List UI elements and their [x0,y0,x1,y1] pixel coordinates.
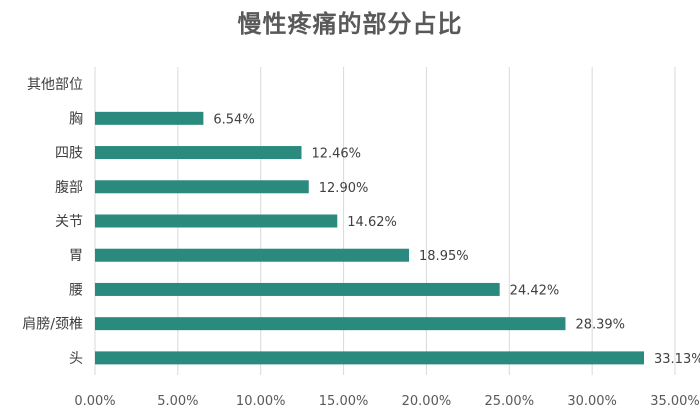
data-label: 12.90% [319,181,369,196]
bar [95,317,566,331]
category-label: 四肢 [55,146,83,162]
x-axis-tick-labels: 0.00% 5.00% 10.00% 15.00% 20.00% 25.00% 30.00%… [74,394,699,409]
category-label: 胸 [69,111,83,127]
bar [95,180,309,194]
bar [95,282,500,296]
category-label: 头 [69,351,83,367]
data-label: 12.46% [311,147,361,162]
x-tick-label: 20.00% [402,394,452,409]
x-tick-label: 15.00% [319,394,369,409]
bars [95,111,645,365]
x-tick-label: 0.00% [74,394,115,409]
x-tick-label: 10.00% [236,394,286,409]
bar [95,351,645,365]
category-label: 其他部位 [27,77,83,93]
data-label: 24.42% [510,283,560,298]
category-label: 肩膀/颈椎 [22,316,83,333]
data-labels: 6.54% 12.46% 12.90% 14.62% 18.95% 24.42% 28.39… [213,112,700,367]
bar [95,248,410,262]
data-label: 28.39% [575,318,625,333]
bar [95,146,302,160]
category-label: 胃 [69,248,83,264]
bar [95,214,338,228]
bar [95,111,204,125]
category-label: 关节 [55,214,83,230]
data-label: 6.54% [213,112,254,127]
data-label: 14.62% [347,215,397,230]
x-tick-label: 35.00% [650,394,700,409]
x-tick-label: 30.00% [567,394,617,409]
data-label: 18.95% [419,249,469,264]
category-label: 腰 [69,282,83,298]
chart-title: 慢性疼痛的部分占比 [237,10,463,38]
category-label: 腹部 [55,179,83,196]
data-label: 33.13% [654,352,700,367]
x-tick-label: 25.00% [484,394,534,409]
x-tick-label: 5.00% [157,394,198,409]
